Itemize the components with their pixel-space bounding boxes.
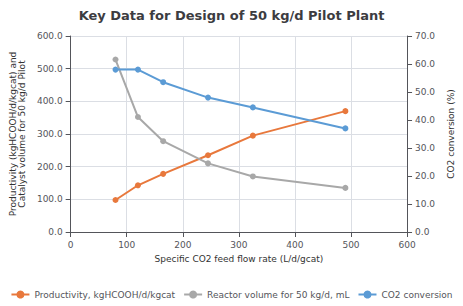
svg-text:200.0: 200.0 bbox=[37, 162, 63, 172]
svg-text:500.0: 500.0 bbox=[37, 64, 63, 74]
svg-text:20.0: 20.0 bbox=[415, 171, 435, 181]
svg-text:60.0: 60.0 bbox=[415, 59, 435, 69]
svg-text:400: 400 bbox=[286, 240, 303, 250]
svg-text:300.0: 300.0 bbox=[37, 129, 63, 139]
svg-text:10.0: 10.0 bbox=[415, 199, 435, 209]
svg-text:600.0: 600.0 bbox=[37, 31, 63, 41]
svg-text:30.0: 30.0 bbox=[415, 143, 435, 153]
svg-text:200: 200 bbox=[174, 240, 191, 250]
svg-text:Reactor volume for 50 kg/d, mL: Reactor volume for 50 kg/d, mL bbox=[207, 290, 349, 300]
svg-text:50.0: 50.0 bbox=[415, 87, 435, 97]
svg-text:Specific CO2 feed flow rate (L: Specific CO2 feed flow rate (L/d/gcat) bbox=[154, 254, 323, 264]
svg-text:40.0: 40.0 bbox=[415, 115, 435, 125]
svg-text:400.0: 400.0 bbox=[37, 96, 63, 106]
svg-text:CO2 conversion: CO2 conversion bbox=[381, 290, 452, 300]
svg-text:Productivity, kgHCOOH/d/kgcat: Productivity, kgHCOOH/d/kgcat bbox=[34, 290, 175, 300]
svg-text:Catalyst volume for 50 kg/d Pi: Catalyst volume for 50 kg/d Pilot bbox=[17, 60, 27, 208]
svg-text:70.0: 70.0 bbox=[415, 31, 435, 41]
svg-text:100: 100 bbox=[118, 240, 135, 250]
svg-text:300: 300 bbox=[230, 240, 247, 250]
svg-text:CO2 conversion (%): CO2 conversion (%) bbox=[446, 89, 456, 179]
svg-text:Key Data for Design of 50 kg/d: Key Data for Design of 50 kg/d Pilot Pla… bbox=[79, 8, 385, 23]
svg-text:0: 0 bbox=[68, 240, 74, 250]
svg-text:Productivity (kgHCOOH/d/kgcat): Productivity (kgHCOOH/d/kgcat) and bbox=[7, 51, 18, 217]
svg-text:0.0: 0.0 bbox=[415, 227, 430, 237]
svg-text:0.0: 0.0 bbox=[48, 227, 63, 237]
svg-text:600: 600 bbox=[398, 240, 415, 250]
svg-text:500: 500 bbox=[342, 240, 359, 250]
svg-text:100.0: 100.0 bbox=[37, 194, 63, 204]
